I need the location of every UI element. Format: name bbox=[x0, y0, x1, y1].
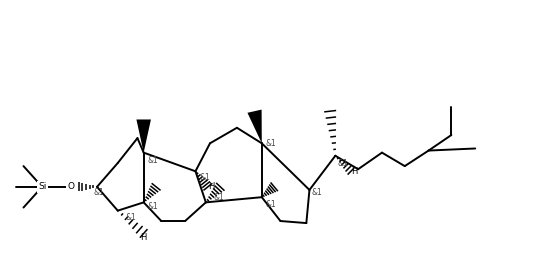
Text: &1: &1 bbox=[311, 187, 322, 196]
Text: &1: &1 bbox=[148, 156, 159, 165]
Text: &1: &1 bbox=[266, 200, 277, 209]
Text: &1: &1 bbox=[94, 187, 105, 196]
Text: Si: Si bbox=[38, 182, 46, 191]
Text: &1: &1 bbox=[338, 159, 348, 168]
Text: H: H bbox=[140, 233, 147, 242]
Text: H: H bbox=[351, 167, 358, 176]
Polygon shape bbox=[248, 109, 262, 143]
Text: H: H bbox=[208, 182, 214, 191]
Text: &1: &1 bbox=[266, 140, 277, 148]
Text: &1: &1 bbox=[125, 213, 136, 222]
Text: &1: &1 bbox=[148, 202, 159, 211]
Text: O: O bbox=[68, 182, 75, 191]
Text: &1: &1 bbox=[199, 173, 210, 182]
Text: &1: &1 bbox=[213, 193, 224, 202]
Polygon shape bbox=[137, 119, 151, 153]
